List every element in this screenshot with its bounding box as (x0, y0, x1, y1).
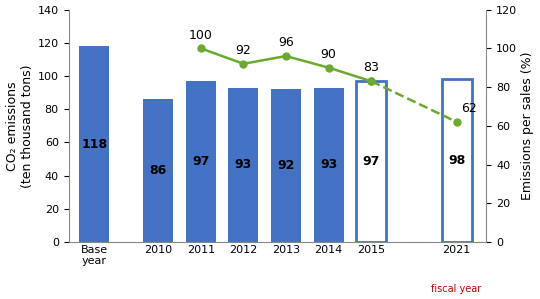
Text: 93: 93 (235, 158, 252, 171)
Text: 96: 96 (278, 36, 294, 49)
Y-axis label: CO₂ emissions
(ten thousand tons): CO₂ emissions (ten thousand tons) (5, 64, 33, 187)
Bar (356, 81, 386, 242)
Text: 98: 98 (448, 154, 465, 167)
Bar (79, 46, 109, 242)
Bar (186, 81, 215, 242)
Text: fiscal year: fiscal year (431, 284, 482, 294)
Text: 86: 86 (150, 164, 167, 177)
Bar (143, 99, 173, 242)
Text: 118: 118 (81, 138, 107, 150)
Text: 90: 90 (321, 48, 336, 61)
Bar (271, 89, 301, 242)
Text: 93: 93 (320, 158, 338, 171)
Text: 62: 62 (461, 102, 477, 115)
Text: 97: 97 (192, 155, 210, 168)
Bar (228, 88, 258, 242)
Text: 97: 97 (363, 155, 380, 168)
Text: 92: 92 (278, 159, 295, 172)
Y-axis label: Emissions per sales (%): Emissions per sales (%) (522, 51, 535, 200)
Text: 83: 83 (363, 62, 379, 74)
Bar (314, 88, 343, 242)
Bar (442, 79, 471, 242)
Text: 100: 100 (189, 28, 213, 42)
Text: 92: 92 (235, 44, 251, 57)
